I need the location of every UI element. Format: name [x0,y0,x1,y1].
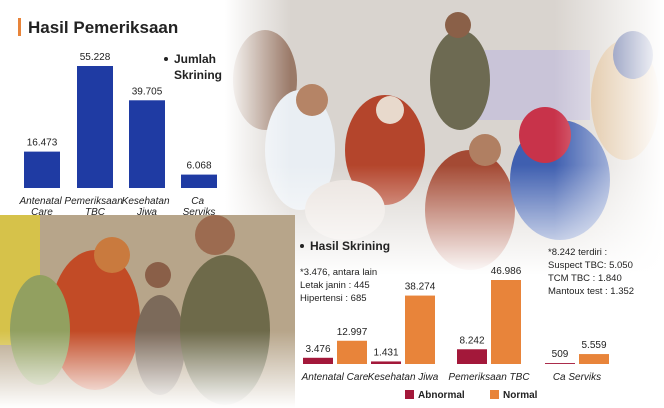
category-label: Ca Serviks [183,196,216,218]
value-label: 509 [552,349,569,360]
annotation: *8.242 terdiri : [548,247,607,258]
annotation: Suspect TBC: 5.050 [548,260,633,271]
value-label: 1.431 [373,347,398,358]
annotation: Mantoux test : 1.352 [548,286,634,297]
bar [129,100,165,188]
annotation: TCM TBC : 1.840 [548,273,622,284]
category-label: Kesehatan Jiwa [368,372,439,383]
category-label: Antenatal Care [18,196,64,218]
bar [405,295,435,364]
bar [579,354,609,364]
annotation: *3.476, antara lain [300,267,377,278]
legend-swatch [405,390,414,399]
title-accent [18,18,21,36]
chart-title: Jumlah Skrining [174,52,222,82]
bar [491,280,521,364]
category-label: Kesehatan Jiwa [122,196,173,218]
annotation: Letak janin : 445 [300,280,370,291]
photo-left [0,215,295,408]
bar [24,151,60,188]
bullet [300,244,304,248]
annotation: Hipertensi : 685 [300,293,367,304]
value-label: 55.228 [80,52,111,63]
bar [545,363,575,364]
legend-label: Abnormal [418,390,465,401]
bar [181,174,217,188]
bar [457,349,487,364]
bullet [164,57,168,61]
bar [337,340,367,364]
category-label: Antenatal Care [301,372,369,383]
legend-swatch [490,390,499,399]
photo-right [225,0,664,275]
legend-label: Normal [503,390,538,401]
bar [371,361,401,364]
value-label: 3.476 [305,344,330,355]
chart-title: Hasil Skrining [310,239,390,253]
value-label: 6.068 [186,161,211,172]
value-label: 8.242 [459,335,484,346]
value-label: 12.997 [337,327,368,338]
value-label: 39.705 [132,86,163,97]
page-title: Hasil Pemeriksaan [28,18,178,37]
bar [77,66,113,188]
value-label: 46.986 [491,266,522,277]
bar [303,357,333,364]
category-label: Pemeriksaan TBC [448,372,530,383]
value-label: 5.559 [581,340,606,351]
value-label: 38.274 [405,282,436,293]
category-label: Ca Serviks [553,372,601,383]
category-label: Pemeriksaan TBC [64,196,125,218]
value-label: 16.473 [27,138,58,149]
